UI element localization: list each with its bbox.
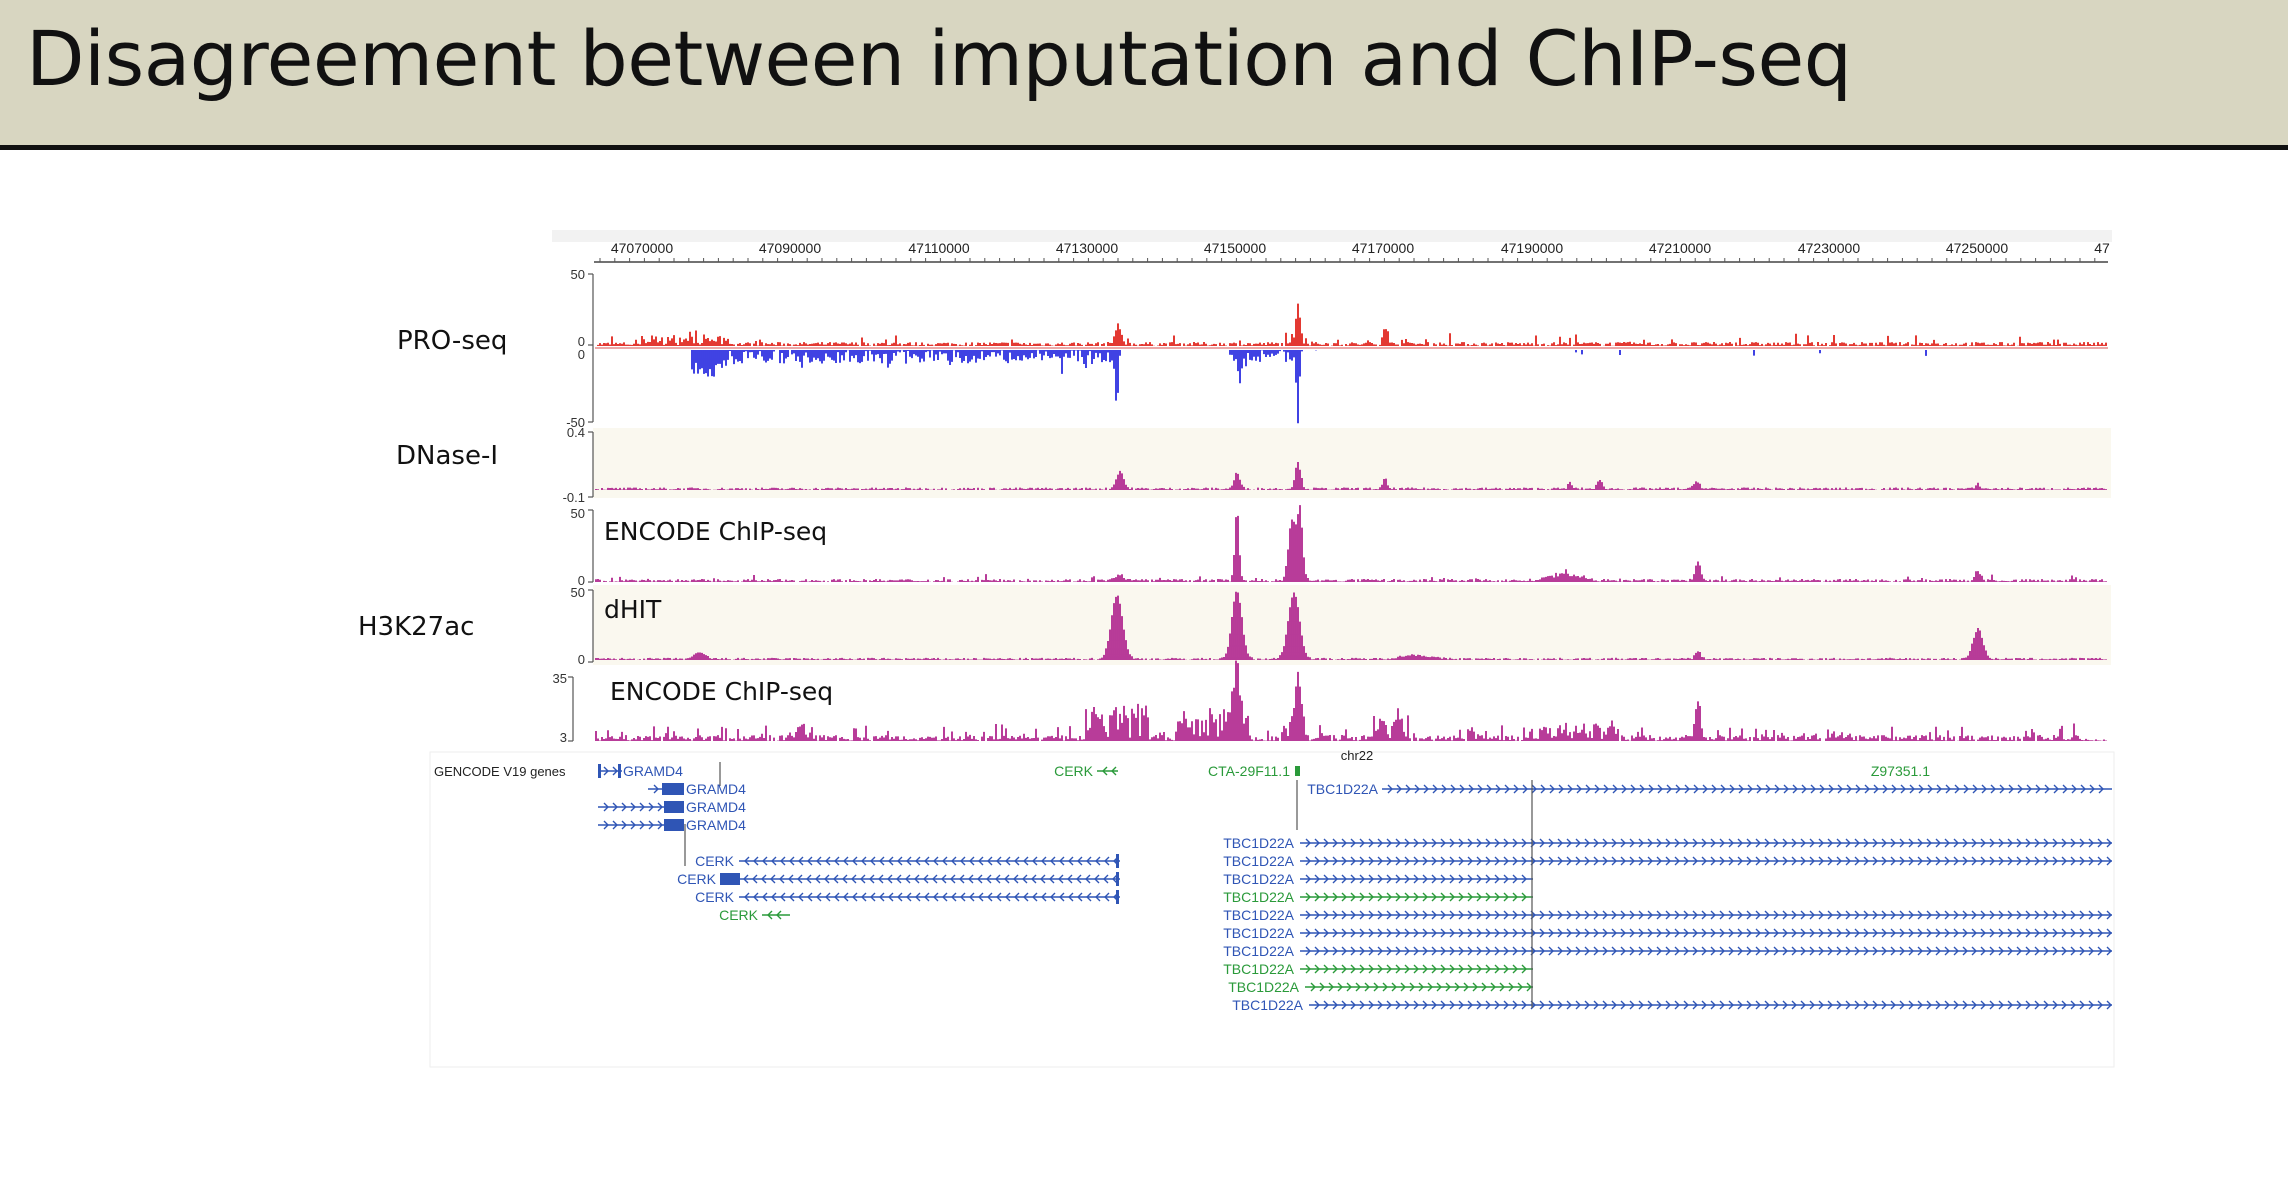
proseq-axis xyxy=(588,273,594,423)
gene-label-gramd4-2: GRAMD4 xyxy=(686,781,746,797)
gene-label-cerk-2: CERK xyxy=(677,871,717,887)
dhit-title: dHIT xyxy=(604,595,662,624)
dnase-scale-top: 0.4 xyxy=(567,425,585,440)
dhit-signal xyxy=(595,591,2107,660)
gene-label-gramd4-3: GRAMD4 xyxy=(686,799,746,815)
ruler-label-9: 47250000 xyxy=(1946,240,2009,256)
dhit-scale-top: 50 xyxy=(571,585,585,600)
dnase-axis xyxy=(588,431,594,498)
proseq-scale-zero2: 0 xyxy=(578,347,585,362)
slide-title: Disagreement between imputation and ChIP… xyxy=(26,14,1852,103)
gene-label-tbc-9: TBC1D22A xyxy=(1228,979,1299,995)
gene-label-tbc-5: TBC1D22A xyxy=(1223,907,1294,923)
ruler-label-8: 47230000 xyxy=(1798,240,1861,256)
gene-label-tbc-2: TBC1D22A xyxy=(1223,853,1294,869)
gene-label-tbc-0: TBC1D22A xyxy=(1307,781,1378,797)
gene-label-tbc-8: TBC1D22A xyxy=(1223,961,1294,977)
ruler-label-4: 47150000 xyxy=(1204,240,1267,256)
gene-label-cerk-3: CERK xyxy=(695,889,735,905)
encode1-axis xyxy=(588,509,594,583)
gene-label-cerk-1: CERK xyxy=(695,853,735,869)
gene-label-tbc-10: TBC1D22A xyxy=(1232,997,1303,1013)
encode2-signal xyxy=(595,660,2107,741)
label-h3k27ac: H3K27ac xyxy=(358,612,475,642)
ruler-label-7: 47210000 xyxy=(1649,240,1712,256)
gene-label-z97: Z97351.1 xyxy=(1871,763,1930,779)
encode1-scale-zero: 0 xyxy=(578,573,585,588)
gene-label-cerk-4: CERK xyxy=(719,907,759,923)
encode2-scale-bottom: 3 xyxy=(560,730,567,745)
ruler-label-6: 47190000 xyxy=(1501,240,1564,256)
dnase-scale-bottom: -0.1 xyxy=(563,490,585,505)
ruler-label-5: 47170000 xyxy=(1352,240,1415,256)
encode2-axis xyxy=(568,676,574,742)
gene-label-gramd4-1: GRAMD4 xyxy=(623,763,683,779)
ruler-label-2: 47110000 xyxy=(908,240,969,256)
gene-label-tbc-3: TBC1D22A xyxy=(1223,871,1294,887)
gene-label-tbc-7: TBC1D22A xyxy=(1223,943,1294,959)
chrom-label: chr22 xyxy=(1341,748,1374,763)
encode1-scale-top: 50 xyxy=(571,506,585,521)
gene-label-tbc-6: TBC1D22A xyxy=(1223,925,1294,941)
label-dnase: DNase-I xyxy=(396,441,498,471)
gene-label-gramd4-4: GRAMD4 xyxy=(686,817,746,833)
gene-label-tbc-1: TBC1D22A xyxy=(1223,835,1294,851)
label-proseq: PRO-seq xyxy=(397,326,508,356)
gene-label-cerk-top: CERK xyxy=(1054,763,1094,779)
encode2-scale-top: 35 xyxy=(553,671,567,686)
gene-track: GENCODE V19 genes chr22 GRAMD4 GRAMD4 GR… xyxy=(434,748,2112,1013)
coordinate-ruler: 47070000 47090000 47110000 47130000 4715… xyxy=(594,240,2110,263)
proseq-scale-top: 50 xyxy=(571,267,585,282)
proseq-minus-strand xyxy=(691,350,1927,424)
dnase-signal xyxy=(595,462,2107,490)
encode1-title: ENCODE ChIP-seq xyxy=(604,517,827,546)
proseq-scale-bottom: -50 xyxy=(566,415,585,430)
ruler-label-1: 47090000 xyxy=(759,240,822,256)
title-bar: Disagreement between imputation and ChIP… xyxy=(0,0,2288,150)
dnase-bg xyxy=(593,428,2111,498)
gene-label-cta: CTA-29F11.1 xyxy=(1208,763,1290,779)
ruler-label-3: 47130000 xyxy=(1056,240,1119,256)
gene-label-tbc-4: TBC1D22A xyxy=(1223,889,1294,905)
proseq-plus-strand xyxy=(597,303,2107,346)
encode1-signal xyxy=(595,505,2107,582)
dhit-scale-zero: 0 xyxy=(578,652,585,667)
ruler-label-10: 47 xyxy=(2094,240,2110,256)
gene-track-title: GENCODE V19 genes xyxy=(434,764,566,779)
ruler-label-0: 47070000 xyxy=(611,240,674,256)
gene-panel-bg xyxy=(429,751,2115,1068)
dhit-bg xyxy=(593,585,2111,665)
encode2-title: ENCODE ChIP-seq xyxy=(610,677,833,706)
dhit-axis xyxy=(588,589,594,663)
proseq-scale-zero1: 0 xyxy=(578,334,585,349)
browser-frame xyxy=(552,230,2112,242)
